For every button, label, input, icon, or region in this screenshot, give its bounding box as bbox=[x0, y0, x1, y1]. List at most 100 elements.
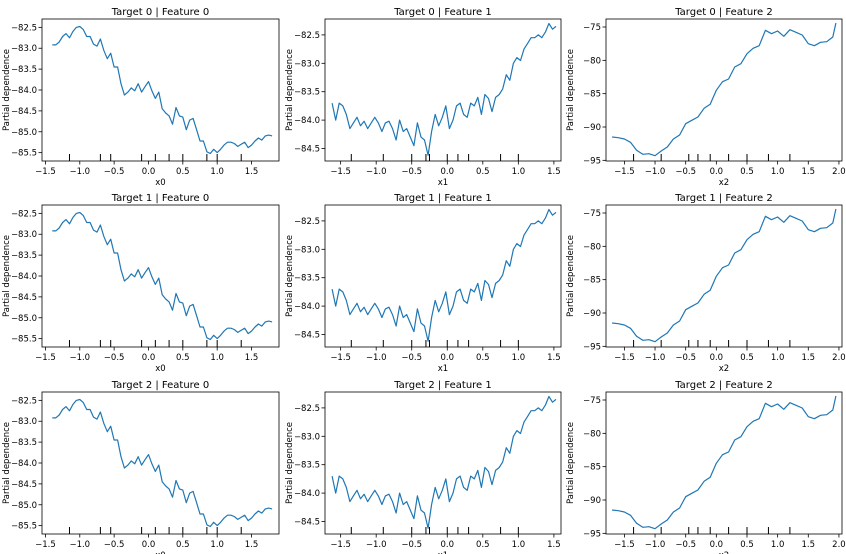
x-tick-label: −0.5 bbox=[104, 353, 125, 363]
y-tick-label: −85.5 bbox=[11, 149, 37, 159]
y-tick-label: −84.5 bbox=[294, 145, 320, 155]
x-tick-label: −0.5 bbox=[401, 353, 422, 363]
x-tick-label: 0.0 bbox=[710, 353, 724, 363]
x-tick-label: −1.0 bbox=[645, 540, 666, 550]
x-tick-label: −1.0 bbox=[366, 167, 387, 177]
y-tick-label: −84.5 bbox=[11, 293, 37, 303]
y-tick-label: −90 bbox=[583, 309, 601, 319]
x-tick-label: 0.5 bbox=[476, 167, 490, 177]
plot-area-frame bbox=[605, 18, 843, 162]
x-tick-label: 1.5 bbox=[547, 540, 561, 550]
x-tick-label: 1.0 bbox=[210, 540, 224, 550]
y-axis-label: Partial dependence bbox=[285, 422, 295, 504]
x-tick-label: 1.5 bbox=[245, 167, 259, 177]
x-axis-label: x0 bbox=[155, 178, 165, 188]
x-tick-label: 1.5 bbox=[802, 167, 816, 177]
x-tick-label: 1.0 bbox=[771, 540, 785, 550]
y-tick-label: −85.0 bbox=[11, 314, 37, 324]
x-tick-label: 0.0 bbox=[440, 540, 454, 550]
y-tick-label: −83.0 bbox=[294, 59, 320, 69]
x-tick-label: −1.0 bbox=[366, 540, 387, 550]
subplot-7: Target 2 | Feature 0 −1.5 −1.0 −0.5 0.0 0.5 1.… bbox=[2, 380, 280, 554]
x-tick-label: 0.0 bbox=[142, 353, 156, 363]
subplot-title: Target 2 | Feature 2 bbox=[674, 380, 773, 391]
x-axis-label: x2 bbox=[719, 364, 729, 374]
y-tick-label: −82.5 bbox=[11, 209, 37, 219]
subplot-title: Target 2 | Feature 1 bbox=[393, 380, 492, 391]
x-tick-label: 0.5 bbox=[740, 167, 754, 177]
y-axis-label: Partial dependence bbox=[2, 49, 12, 131]
x-tick-label: 1.0 bbox=[210, 353, 224, 363]
subplot-9: Target 2 | Feature 2 −1.5 −1.0 −0.5 0.0 0.5 1.… bbox=[566, 380, 846, 554]
x-tick-label: 0.0 bbox=[142, 540, 156, 550]
y-tick-label: −75 bbox=[583, 23, 601, 33]
y-tick-label: −82.5 bbox=[11, 396, 37, 406]
x-tick-label: 0.5 bbox=[176, 167, 190, 177]
y-tick-label: −84.0 bbox=[11, 459, 37, 469]
x-tick-label: −1.0 bbox=[645, 167, 666, 177]
x-tick-label: 1.5 bbox=[802, 540, 816, 550]
x-tick-label: −0.5 bbox=[104, 167, 125, 177]
subplot-8: Target 2 | Feature 1 −1.5 −1.0 −0.5 0.0 0.5 1.… bbox=[285, 380, 562, 554]
x-tick-label: 0.5 bbox=[476, 353, 490, 363]
subplot-2: Target 0 | Feature 1 −1.5 −1.0 −0.5 0.0 0.5 1.… bbox=[285, 7, 562, 188]
x-tick-label: −0.5 bbox=[401, 167, 422, 177]
y-tick-label: −80 bbox=[583, 56, 601, 66]
partial-dependence-line bbox=[612, 395, 837, 530]
y-tick-label: −85.5 bbox=[11, 522, 37, 532]
y-tick-label: −95 bbox=[583, 529, 601, 539]
y-tick-label: −83.5 bbox=[294, 88, 320, 98]
y-tick-label: −83.5 bbox=[294, 274, 320, 284]
y-tick-label: −83.5 bbox=[11, 65, 37, 75]
x-tick-label: −0.5 bbox=[675, 540, 696, 550]
x-tick-label: −1.5 bbox=[35, 167, 56, 177]
subplot-title: Target 0 | Feature 0 bbox=[111, 7, 210, 18]
x-tick-label: −1.0 bbox=[645, 353, 666, 363]
partial-dependence-line bbox=[612, 22, 837, 157]
x-tick-label: −1.5 bbox=[35, 353, 56, 363]
y-tick-label: −83.0 bbox=[11, 230, 37, 240]
subplot-5: Target 1 | Feature 1 −1.5 −1.0 −0.5 0.0 0.5 1.… bbox=[285, 193, 562, 374]
y-tick-label: −90 bbox=[583, 123, 601, 133]
y-axis-label: Partial dependence bbox=[2, 235, 12, 317]
y-tick-label: −84.0 bbox=[294, 302, 320, 312]
x-axis-label: x1 bbox=[438, 364, 448, 374]
y-tick-label: −95 bbox=[583, 342, 601, 352]
partial-dependence-line bbox=[52, 211, 273, 341]
subplot-title: Target 1 | Feature 1 bbox=[393, 193, 492, 204]
x-tick-label: 1.0 bbox=[210, 167, 224, 177]
partial-dependence-line bbox=[331, 395, 557, 529]
plot-area-frame bbox=[41, 18, 280, 162]
plot-area-frame bbox=[324, 18, 562, 162]
x-tick-label: −0.5 bbox=[401, 540, 422, 550]
y-axis-label: Partial dependence bbox=[285, 235, 295, 317]
plot-area-frame bbox=[605, 391, 843, 535]
y-tick-label: −83.0 bbox=[294, 432, 320, 442]
y-tick-label: −85 bbox=[583, 276, 601, 286]
y-axis-label: Partial dependence bbox=[566, 235, 576, 317]
subplot-3: Target 0 | Feature 2 −1.5 −1.0 −0.5 0.0 0.5 1.… bbox=[566, 7, 846, 188]
y-tick-label: −75 bbox=[583, 209, 601, 219]
y-axis-label: Partial dependence bbox=[2, 422, 12, 504]
x-tick-label: −1.5 bbox=[614, 540, 635, 550]
x-tick-label: 1.5 bbox=[245, 540, 259, 550]
y-tick-label: −80 bbox=[583, 242, 601, 252]
x-axis-label: x1 bbox=[438, 178, 448, 188]
x-tick-label: −1.5 bbox=[330, 167, 351, 177]
y-tick-label: −84.0 bbox=[294, 116, 320, 126]
subplot-title: Target 0 | Feature 1 bbox=[393, 7, 492, 18]
y-axis-label: Partial dependence bbox=[566, 422, 576, 504]
y-axis-label: Partial dependence bbox=[566, 49, 576, 131]
y-tick-label: −83.5 bbox=[11, 251, 37, 261]
y-tick-label: −84.0 bbox=[11, 86, 37, 96]
x-tick-label: 0.0 bbox=[142, 167, 156, 177]
x-tick-label: 0.0 bbox=[440, 167, 454, 177]
y-tick-label: −85 bbox=[583, 90, 601, 100]
x-tick-label: 1.5 bbox=[802, 353, 816, 363]
partial-dependence-line bbox=[612, 208, 837, 343]
partial-dependence-line bbox=[331, 208, 557, 342]
subplot-title: Target 2 | Feature 0 bbox=[111, 380, 210, 391]
x-tick-label: −1.5 bbox=[614, 167, 635, 177]
y-tick-label: −84.0 bbox=[11, 272, 37, 282]
